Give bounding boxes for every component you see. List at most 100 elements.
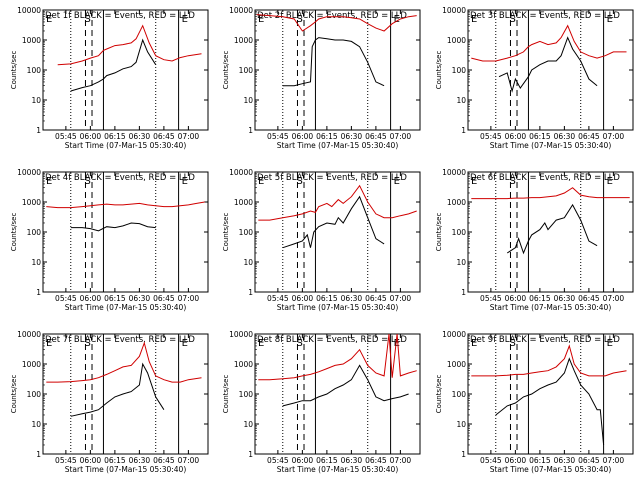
panel-6: Det 6f BLACK = Events, RED = LLD 1 10 100 10…: [435, 168, 634, 312]
y-tick-label: 1: [461, 450, 466, 459]
x-tick-label: 07:00: [178, 294, 200, 303]
region-letter: E: [258, 14, 264, 25]
x-tick-label: 05:45: [55, 456, 77, 465]
region-letter: S: [509, 176, 515, 187]
panel-2: Det 2f BLACK = Events, RED = LLD 1 10 100 10…: [222, 6, 421, 150]
x-tick-label: 06:15: [104, 132, 126, 141]
x-tick-label: 06:00: [80, 132, 102, 141]
y-tick-label: 1: [248, 450, 253, 459]
y-axis-label: Counts/sec: [10, 375, 18, 414]
y-tick-label: 1: [461, 126, 466, 135]
region-letter: E: [46, 14, 52, 25]
series-lld-line: [471, 344, 627, 377]
x-tick-label: 06:15: [529, 294, 551, 303]
x-tick-label: 07:00: [603, 294, 625, 303]
region-letter: S: [296, 176, 302, 187]
y-tick-label: 100: [452, 228, 467, 237]
x-tick-label: 06:00: [292, 132, 314, 141]
x-tick-label: 06:45: [578, 294, 600, 303]
x-tick-label: 06:30: [554, 294, 576, 303]
x-axis-label: Start Time (07-Mar-15 05:30:40): [490, 303, 612, 312]
plot-frame: [42, 9, 209, 131]
x-axis-label: Start Time (07-Mar-15 05:30:40): [65, 465, 187, 474]
panel-title: Det 1f BLACK = Events, RED = LLD: [45, 11, 195, 21]
x-tick-label: 06:15: [104, 456, 126, 465]
x-tick-label: 06:15: [104, 294, 126, 303]
region-letter: E: [471, 176, 477, 187]
x-tick-label: 06:00: [505, 294, 527, 303]
series-events-line: [282, 37, 385, 87]
y-tick-label: 1000: [22, 198, 41, 207]
panel-1: Det 1f BLACK = Events, RED = LLD 1 10 100 10…: [10, 6, 209, 150]
y-tick-label: 100: [27, 66, 42, 75]
y-axis-label: Counts/sec: [222, 213, 230, 252]
region-letter: E: [607, 14, 613, 25]
panel-title: Det 5f BLACK = Events, RED = LLD: [257, 173, 407, 183]
y-tick-label: 1000: [22, 36, 41, 45]
series-lld-line: [57, 24, 202, 66]
x-tick-label: 06:30: [129, 294, 151, 303]
y-tick-label: 1: [248, 288, 253, 297]
y-axis-label: Counts/sec: [435, 375, 443, 414]
region-letter: E: [46, 176, 52, 187]
x-tick-label: 06:00: [505, 456, 527, 465]
series-events-line: [70, 362, 165, 417]
y-tick-label: 1000: [234, 36, 253, 45]
region-letter: S: [84, 14, 90, 25]
y-tick-label: 100: [452, 390, 467, 399]
x-tick-label: 06:45: [153, 132, 175, 141]
y-tick-label: 10000: [229, 168, 253, 177]
y-tick-label: 100: [27, 390, 42, 399]
x-tick-label: 06:00: [505, 132, 527, 141]
y-tick-label: 1000: [22, 360, 41, 369]
x-tick-label: 07:00: [603, 132, 625, 141]
x-axis-label: Start Time (07-Mar-15 05:30:40): [277, 303, 399, 312]
y-tick-label: 1000: [234, 198, 253, 207]
x-tick-label: 06:45: [153, 294, 175, 303]
x-tick-label: 07:00: [390, 132, 412, 141]
plot-frame: [42, 333, 209, 455]
y-tick-label: 1: [36, 450, 41, 459]
region-letter: E: [182, 176, 188, 187]
panel-title: Det 9f BLACK = Events, RED = LLD: [470, 335, 620, 345]
x-axis-label: Start Time (07-Mar-15 05:30:40): [490, 465, 612, 474]
panel-title: Det 2f BLACK = Events, RED = LLD: [257, 11, 407, 21]
y-tick-label: 100: [239, 390, 254, 399]
region-letter: S: [84, 338, 90, 349]
region-letter: E: [394, 176, 400, 187]
x-axis-label: Start Time (07-Mar-15 05:30:40): [65, 141, 187, 150]
y-tick-label: 10: [31, 96, 41, 105]
y-tick-label: 1000: [447, 198, 466, 207]
panel-9: Det 9f BLACK = Events, RED = LLD 1 10 100 10…: [435, 330, 634, 474]
x-tick-label: 05:45: [480, 132, 502, 141]
region-letter: E: [394, 14, 400, 25]
series-lld-line: [256, 14, 417, 32]
y-tick-label: 10: [456, 258, 466, 267]
y-tick-label: 10000: [442, 6, 466, 15]
x-tick-label: 06:45: [365, 294, 387, 303]
panel-8: Det 8f BLACK = Events, RED = LLD 1 10 100 10…: [222, 330, 421, 474]
x-axis-label: Start Time (07-Mar-15 05:30:40): [65, 303, 187, 312]
y-tick-label: 100: [452, 66, 467, 75]
x-tick-label: 05:45: [480, 294, 502, 303]
x-tick-label: 06:45: [365, 456, 387, 465]
region-letter: E: [258, 176, 264, 187]
region-letter: E: [607, 176, 613, 187]
series-lld-line: [258, 184, 417, 221]
x-tick-label: 07:00: [390, 456, 412, 465]
x-tick-label: 06:30: [341, 456, 363, 465]
region-letter: E: [182, 14, 188, 25]
x-tick-label: 06:15: [316, 132, 338, 141]
panel-title: Det 4f BLACK = Events, RED = LLD: [45, 173, 195, 183]
region-letter: E: [258, 338, 264, 349]
x-tick-label: 06:30: [129, 456, 151, 465]
series-lld-line: [46, 201, 205, 209]
x-tick-label: 05:45: [55, 294, 77, 303]
x-axis-label: Start Time (07-Mar-15 05:30:40): [277, 465, 399, 474]
x-tick-label: 06:30: [341, 132, 363, 141]
y-tick-label: 1: [36, 126, 41, 135]
x-tick-label: 06:15: [529, 132, 551, 141]
y-axis-label: Counts/sec: [435, 51, 443, 90]
y-tick-label: 10: [243, 96, 253, 105]
